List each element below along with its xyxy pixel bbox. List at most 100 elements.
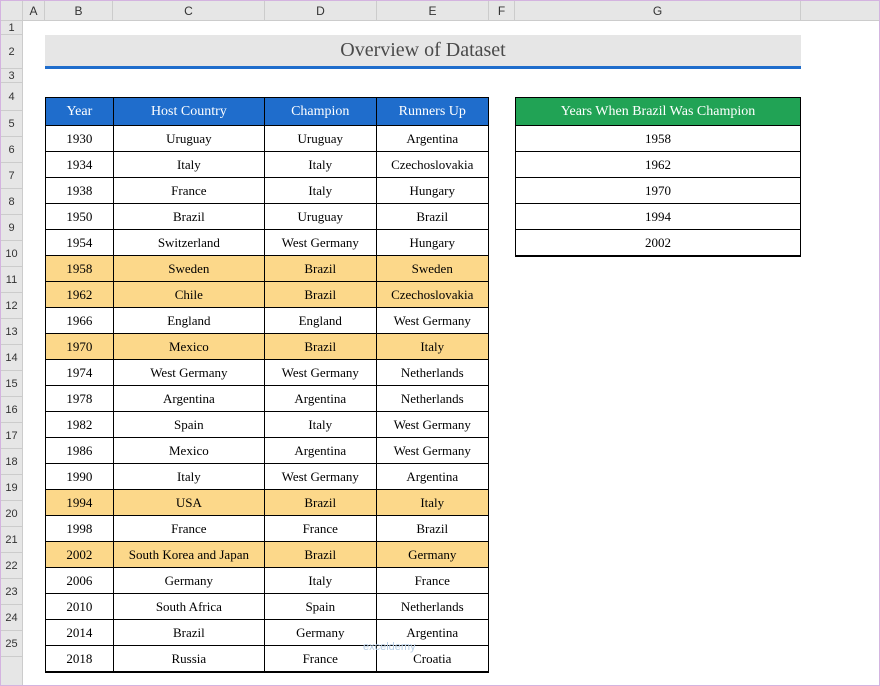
cell[interactable]: Argentina (114, 386, 265, 412)
row-header-15[interactable]: 15 (1, 371, 22, 397)
row-header-18[interactable]: 18 (1, 449, 22, 475)
row-header-11[interactable]: 11 (1, 267, 22, 293)
row-header-9[interactable]: 9 (1, 215, 22, 241)
col-header-C[interactable]: C (113, 1, 265, 20)
cell[interactable]: France (265, 646, 377, 672)
cell[interactable]: South Korea and Japan (114, 542, 265, 568)
cell[interactable]: West Germany (377, 438, 488, 464)
cell[interactable]: 1950 (46, 204, 114, 230)
cell[interactable]: 2018 (46, 646, 114, 672)
row-header-19[interactable]: 19 (1, 475, 22, 501)
row-header-21[interactable]: 21 (1, 527, 22, 553)
row-header-23[interactable]: 23 (1, 579, 22, 605)
col-header-D[interactable]: D (265, 1, 377, 20)
cell[interactable]: France (377, 568, 488, 594)
cell[interactable]: Argentina (377, 620, 488, 646)
row-header-13[interactable]: 13 (1, 319, 22, 345)
cell[interactable]: West Germany (377, 412, 488, 438)
row-header-14[interactable]: 14 (1, 345, 22, 371)
cell[interactable]: Brazil (265, 542, 377, 568)
cell[interactable]: 2014 (46, 620, 114, 646)
row-header-8[interactable]: 8 (1, 189, 22, 215)
cell[interactable]: Argentina (265, 386, 377, 412)
cell[interactable]: South Africa (114, 594, 265, 620)
cell[interactable]: Italy (265, 568, 377, 594)
cell[interactable]: Brazil (377, 204, 488, 230)
cell[interactable]: 1998 (46, 516, 114, 542)
cell[interactable]: England (265, 308, 377, 334)
cell[interactable]: West Germany (265, 230, 377, 256)
cell[interactable]: Uruguay (265, 204, 377, 230)
cell[interactable]: Italy (114, 464, 265, 490)
row-header-10[interactable]: 10 (1, 241, 22, 267)
cell[interactable]: Germany (377, 542, 488, 568)
cell[interactable]: 1982 (46, 412, 114, 438)
cell[interactable]: Uruguay (114, 126, 265, 152)
side-cell[interactable]: 2002 (516, 230, 800, 256)
side-table-header[interactable]: Years When Brazil Was Champion (516, 98, 800, 126)
cell[interactable]: 1938 (46, 178, 114, 204)
cell[interactable]: Italy (265, 178, 377, 204)
row-header-22[interactable]: 22 (1, 553, 22, 579)
cell[interactable]: 1978 (46, 386, 114, 412)
row-header-24[interactable]: 24 (1, 605, 22, 631)
cell[interactable]: Hungary (377, 230, 488, 256)
row-header-16[interactable]: 16 (1, 397, 22, 423)
cell[interactable]: Netherlands (377, 360, 488, 386)
row-header-2[interactable]: 2 (1, 35, 22, 69)
col-header-F[interactable]: F (489, 1, 515, 20)
cell[interactable]: West Germany (265, 360, 377, 386)
cell[interactable]: Argentina (265, 438, 377, 464)
col-header-year[interactable]: Year (46, 98, 114, 126)
row-header-5[interactable]: 5 (1, 111, 22, 137)
row-header-20[interactable]: 20 (1, 501, 22, 527)
cell[interactable]: Czechoslovakia (377, 152, 488, 178)
cell[interactable]: Hungary (377, 178, 488, 204)
col-header-A[interactable]: A (23, 1, 45, 20)
cell[interactable]: Netherlands (377, 594, 488, 620)
cell[interactable]: Brazil (265, 256, 377, 282)
cell[interactable]: Brazil (114, 204, 265, 230)
cell[interactable]: Chile (114, 282, 265, 308)
row-header-12[interactable]: 12 (1, 293, 22, 319)
cell[interactable]: Italy (265, 412, 377, 438)
row-header-1[interactable]: 1 (1, 21, 22, 35)
row-header-7[interactable]: 7 (1, 163, 22, 189)
row-header-4[interactable]: 4 (1, 83, 22, 111)
cell[interactable]: Netherlands (377, 386, 488, 412)
cell[interactable]: 2010 (46, 594, 114, 620)
row-header-17[interactable]: 17 (1, 423, 22, 449)
cell[interactable]: Croatia (377, 646, 488, 672)
cell[interactable]: West Germany (377, 308, 488, 334)
cell[interactable]: Brazil (114, 620, 265, 646)
cell[interactable]: 1934 (46, 152, 114, 178)
cell[interactable]: 1994 (46, 490, 114, 516)
cell[interactable]: Italy (265, 152, 377, 178)
cell[interactable]: 1990 (46, 464, 114, 490)
cell[interactable]: England (114, 308, 265, 334)
cell[interactable]: Spain (265, 594, 377, 620)
side-cell[interactable]: 1962 (516, 152, 800, 178)
cell[interactable]: Brazil (265, 282, 377, 308)
cell[interactable]: Mexico (114, 334, 265, 360)
cell[interactable]: 1970 (46, 334, 114, 360)
cell[interactable]: Italy (377, 490, 488, 516)
row-header-25[interactable]: 25 (1, 631, 22, 657)
cell[interactable]: Italy (114, 152, 265, 178)
cell[interactable]: 1986 (46, 438, 114, 464)
cell[interactable]: 1962 (46, 282, 114, 308)
col-header-B[interactable]: B (45, 1, 113, 20)
cell[interactable]: West Germany (265, 464, 377, 490)
side-cell[interactable]: 1958 (516, 126, 800, 152)
col-header-host-country[interactable]: Host Country (114, 98, 265, 126)
cell[interactable]: Italy (377, 334, 488, 360)
cell[interactable]: Mexico (114, 438, 265, 464)
cell[interactable]: West Germany (114, 360, 265, 386)
cell[interactable]: Brazil (265, 334, 377, 360)
row-header-3[interactable]: 3 (1, 69, 22, 83)
cell[interactable]: Sweden (114, 256, 265, 282)
cell[interactable]: Germany (265, 620, 377, 646)
cell[interactable]: Argentina (377, 126, 488, 152)
cell[interactable]: 2002 (46, 542, 114, 568)
cell[interactable]: 1930 (46, 126, 114, 152)
